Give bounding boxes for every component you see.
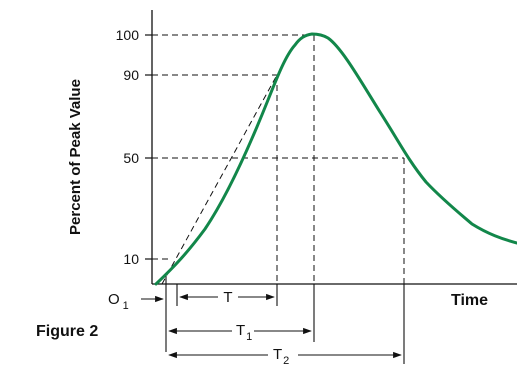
y-ticks: [145, 34, 152, 260]
t1-label-main: T: [236, 322, 245, 339]
t-label: T: [223, 289, 232, 306]
figure-caption: Figure 2: [36, 323, 98, 340]
x-axis-title: Time: [451, 292, 488, 309]
y-tick-label-100: 100: [116, 27, 140, 43]
t2-label: T2: [273, 346, 289, 367]
origin-label-main: O: [108, 291, 120, 308]
y-tick-label-10: 10: [123, 251, 139, 267]
t1-label: T1: [236, 322, 252, 343]
y-axis-title: Percent of Peak Value: [67, 79, 84, 235]
t2-label-main: T: [273, 346, 282, 363]
t1-label-subscript: 1: [246, 331, 252, 343]
y-tick-label-90: 90: [123, 67, 139, 83]
response-curve: [154, 32, 517, 286]
origin-label-subscript: 1: [123, 300, 129, 312]
interval-arrows: [141, 293, 402, 359]
rise-tangent-line: [161, 74, 278, 285]
y-tick-label-50: 50: [123, 150, 139, 166]
dashed-guides: [152, 34, 405, 285]
t2-label-subscript: 2: [283, 355, 289, 367]
interval-tick-lines: [165, 276, 405, 364]
